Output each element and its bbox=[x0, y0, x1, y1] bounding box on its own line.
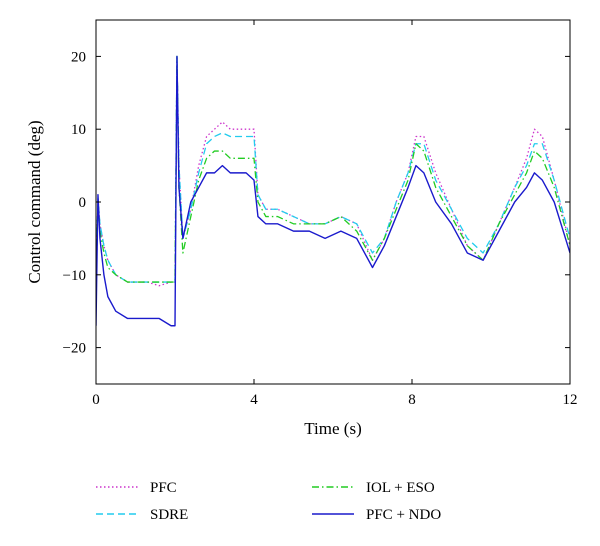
legend-label: PFC bbox=[150, 480, 177, 496]
legend-label: SDRE bbox=[150, 507, 188, 523]
x-tick-label: 4 bbox=[250, 392, 258, 408]
legend-item-2: SDRE bbox=[96, 507, 188, 523]
series-line-3 bbox=[96, 55, 570, 290]
y-tick-label: 0 bbox=[79, 195, 87, 211]
x-tick-label: 12 bbox=[563, 392, 578, 408]
legend: PFC SDRE IOL + ESO PFC + NDO bbox=[96, 480, 441, 523]
legend-item-3: IOL + ESO bbox=[312, 480, 435, 496]
x-tick-label: 0 bbox=[92, 392, 100, 408]
y-tick-label: −10 bbox=[63, 268, 86, 284]
x-tick-label: 8 bbox=[408, 392, 416, 408]
legend-item-4: PFC + NDO bbox=[312, 507, 441, 523]
y-axis-label: Control command (deg) bbox=[25, 120, 44, 283]
series-line-1 bbox=[96, 55, 570, 290]
plot-frame bbox=[95, 19, 571, 385]
x-axis: 0 4 8 12 bbox=[92, 20, 578, 408]
y-tick-label: 10 bbox=[71, 122, 86, 138]
y-tick-label: −20 bbox=[63, 341, 86, 357]
legend-item-1: PFC bbox=[96, 480, 177, 496]
series-line-4 bbox=[96, 55, 570, 327]
y-tick-label: 20 bbox=[71, 49, 86, 65]
legend-label: PFC + NDO bbox=[366, 507, 441, 523]
x-axis-label: Time (s) bbox=[304, 419, 361, 438]
y-axis: −20 −10 0 10 20 bbox=[63, 49, 570, 357]
series-line-2 bbox=[96, 55, 570, 290]
series-layer bbox=[96, 55, 570, 327]
legend-label: IOL + ESO bbox=[366, 480, 435, 496]
